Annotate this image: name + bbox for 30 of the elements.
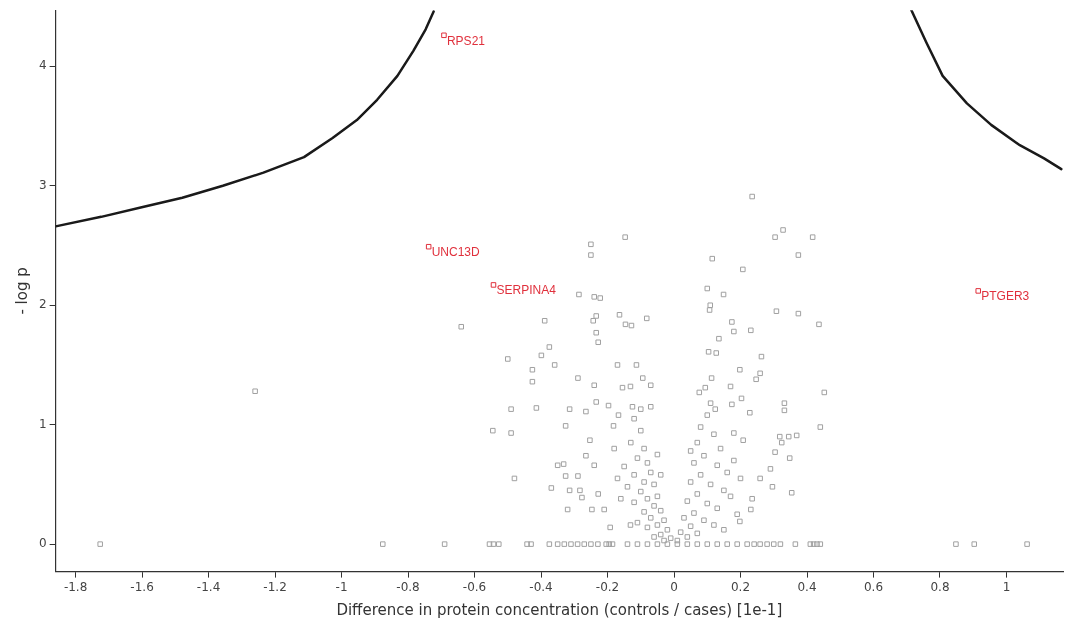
annotation: RPS21 xyxy=(446,33,486,48)
annotation: PTGER3 xyxy=(981,289,1030,304)
x-tick-label: -0.6 xyxy=(462,579,487,594)
x-tick-label: 0.8 xyxy=(930,579,950,594)
x-tick-label: 0.4 xyxy=(797,579,817,594)
x-tick-label: 0.2 xyxy=(730,579,751,594)
x-tick-label: -1.4 xyxy=(196,579,221,594)
y-axis-title: - log p xyxy=(12,267,31,315)
x-tick-label: 1 xyxy=(1002,579,1011,594)
x-tick-label: -0.8 xyxy=(396,579,420,594)
y-tick-label: 3 xyxy=(38,177,47,192)
x-axis-title: Difference in protein concentration (controls / cases) [1e-1] xyxy=(336,600,783,619)
x-tick-label: 0.6 xyxy=(863,579,884,594)
y-tick-label: 4 xyxy=(38,58,47,73)
annotation: UNC13D xyxy=(431,245,480,260)
x-tick-label: -0.4 xyxy=(529,579,553,594)
y-tick-label: 2 xyxy=(38,297,47,312)
y-tick-label: 0 xyxy=(38,536,47,551)
annotation: SERPINA4 xyxy=(496,283,557,298)
point xyxy=(441,32,447,39)
x-tick-label: -0.2 xyxy=(595,579,620,594)
x-tick-label: -1.6 xyxy=(130,579,154,594)
x-tick-label: -1.8 xyxy=(63,579,88,594)
point xyxy=(425,243,432,250)
point xyxy=(975,288,981,294)
point xyxy=(490,282,497,288)
x-tick-label: 0 xyxy=(670,579,678,594)
x-tick-label: -1.2 xyxy=(263,579,287,594)
y-tick-label: 1 xyxy=(38,416,47,431)
x-tick-label: -1 xyxy=(335,579,348,594)
